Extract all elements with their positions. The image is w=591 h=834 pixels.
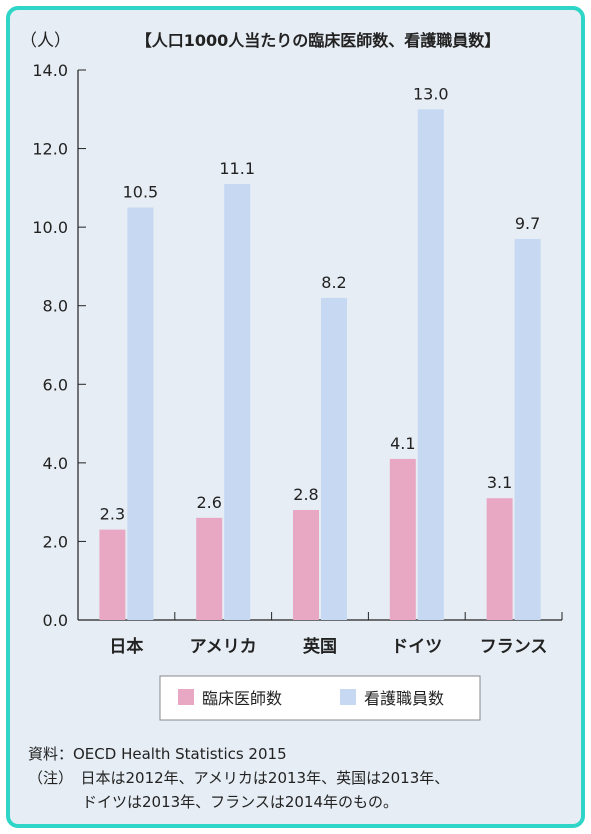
y-tick-label: 6.0 bbox=[43, 375, 68, 394]
data-label: 2.6 bbox=[196, 493, 221, 512]
footnote-line-1: （注） 日本は2012年、アメリカは2013年、英国は2013年、 bbox=[28, 769, 450, 787]
data-label: 9.7 bbox=[515, 214, 540, 233]
data-label: 10.5 bbox=[123, 183, 159, 202]
y-tick-label: 10.0 bbox=[32, 218, 68, 237]
bar bbox=[417, 109, 444, 621]
data-label: 2.3 bbox=[100, 505, 125, 524]
data-label: 8.2 bbox=[321, 273, 346, 292]
data-label: 3.1 bbox=[487, 473, 512, 492]
legend-label: 臨床医師数 bbox=[202, 689, 282, 708]
source-note: 資料：OECD Health Statistics 2015 bbox=[28, 745, 287, 763]
x-tick-label: フランス bbox=[480, 637, 548, 657]
bar bbox=[224, 183, 251, 620]
y-tick-label: 8.0 bbox=[43, 297, 68, 316]
legend-label: 看護職員数 bbox=[364, 689, 444, 708]
data-label: 4.1 bbox=[390, 434, 415, 453]
x-tick-label: ドイツ bbox=[391, 637, 442, 657]
data-label: 11.1 bbox=[219, 159, 255, 178]
x-tick-label: 英国 bbox=[303, 636, 337, 657]
bar bbox=[321, 297, 347, 620]
legend: 臨床医師数 看護職員数 bbox=[159, 675, 481, 721]
bar bbox=[127, 207, 154, 620]
legend-swatch bbox=[178, 689, 194, 705]
bar bbox=[486, 498, 513, 620]
legend-swatch bbox=[340, 689, 356, 705]
x-tick-label: 日本 bbox=[109, 636, 143, 657]
bars: 2.3 10.5 2.6 11.1 2.8 8.2 4.1 13.0 3.1 9.7 bbox=[99, 84, 541, 621]
y-tick-label: 2.0 bbox=[43, 532, 68, 551]
x-tick-label: アメリカ bbox=[190, 637, 257, 657]
y-axis-unit: （人） bbox=[20, 31, 71, 51]
bar bbox=[99, 529, 126, 620]
bar bbox=[514, 238, 541, 620]
y-tick-label: 14.0 bbox=[32, 61, 68, 80]
bar bbox=[293, 510, 319, 620]
footnote-line-2: ドイツは2013年、フランスは2014年のもの。 bbox=[82, 793, 399, 811]
chart-title: 【人口1000人当たりの臨床医師数、看護職員数】 bbox=[136, 31, 501, 50]
y-tick-label: 4.0 bbox=[43, 454, 68, 473]
data-label: 2.8 bbox=[293, 485, 318, 504]
bar bbox=[196, 517, 223, 620]
y-tick-label: 0.0 bbox=[43, 611, 68, 630]
data-label: 13.0 bbox=[413, 84, 449, 103]
legend-box bbox=[159, 675, 481, 721]
y-tick-label: 12.0 bbox=[32, 140, 68, 159]
axes: 0.0 2.0 4.0 6.0 8.0 10.0 12.0 14.0 日本 アメリカ 英国 ドイツ フラ… bbox=[32, 61, 563, 657]
bar bbox=[389, 458, 416, 620]
